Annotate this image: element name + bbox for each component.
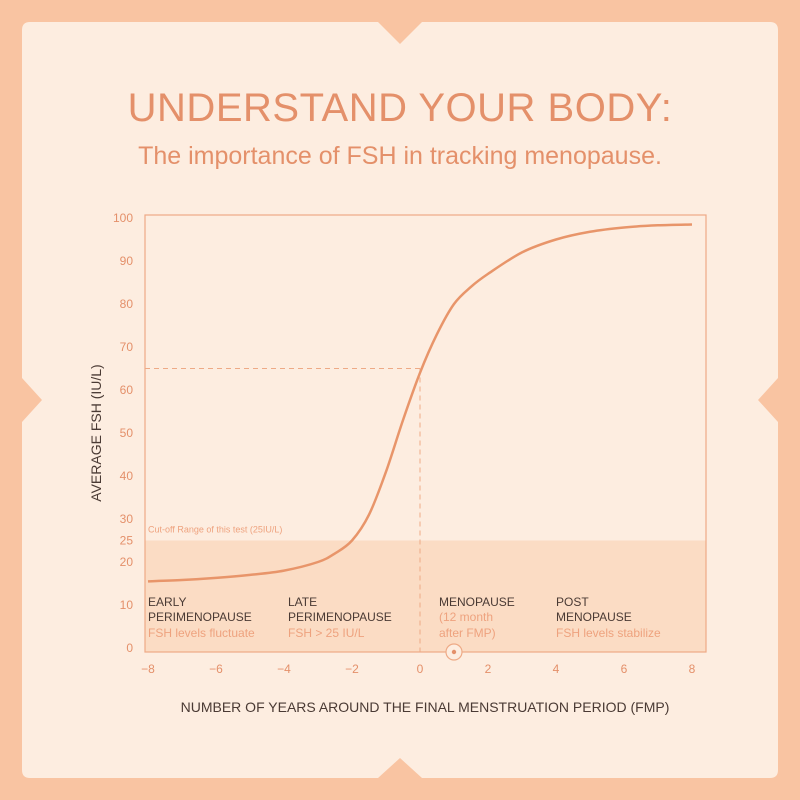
- phase-title: PERIMENOPAUSE: [148, 610, 252, 624]
- x-tick-label: 8: [689, 662, 696, 676]
- phase-title: MENOPAUSE: [556, 610, 632, 624]
- cutoff-band: [145, 540, 706, 652]
- x-axis-label: NUMBER OF YEARS AROUND THE FINAL MENSTRU…: [181, 699, 670, 715]
- cutoff-label: Cut-off Range of this test (25IU/L): [148, 525, 282, 535]
- phase-label: MENOPAUSE(12 month after FMP): [439, 595, 515, 640]
- phase-title: LATE: [288, 595, 317, 609]
- x-tick-label: −2: [345, 662, 359, 676]
- x-tick-label: 2: [485, 662, 492, 676]
- marker-dot: [451, 649, 457, 655]
- x-tick-label: −6: [209, 662, 223, 676]
- phase-description: after FMP): [439, 626, 496, 640]
- x-tick-label: 0: [417, 662, 424, 676]
- fsh-curve: [147, 223, 693, 583]
- phase-description: FSH levels stabilize: [556, 626, 661, 640]
- page-subtitle: The importance of FSH in tracking menopa…: [138, 142, 662, 170]
- phase-title: PERIMENOPAUSE: [288, 610, 392, 624]
- y-tick-label: 40: [120, 469, 134, 483]
- phase-description: (12 month: [439, 610, 493, 624]
- page-title: UNDERSTAND YOUR BODY:: [127, 86, 673, 130]
- y-tick-label: 25: [120, 534, 134, 548]
- x-tick-label: 4: [553, 662, 560, 676]
- y-tick-label: 30: [120, 512, 134, 526]
- y-tick-label: 50: [120, 426, 134, 440]
- y-tick-label: 70: [120, 340, 134, 354]
- phase-description: FSH levels fluctuate: [148, 626, 255, 640]
- y-tick-label: 90: [120, 254, 134, 268]
- y-tick-label: 80: [120, 297, 134, 311]
- plot-frame: [144, 214, 707, 653]
- phase-title: MENOPAUSE: [439, 595, 515, 609]
- y-axis-label: AVERAGE FSH (IU/L): [88, 364, 104, 501]
- y-tick-label: 100: [113, 211, 133, 225]
- menopause-marker: [445, 643, 463, 661]
- x-tick-label: 6: [621, 662, 628, 676]
- y-tick-label: 10: [120, 598, 134, 612]
- y-tick-label: 20: [120, 555, 134, 569]
- phase-description: FSH > 25 IU/L: [288, 626, 365, 640]
- x-tick-label: −8: [141, 662, 155, 676]
- phase-title: EARLY: [148, 595, 186, 609]
- reference-line-horizontal: [145, 368, 421, 374]
- y-tick-label: 0: [126, 641, 133, 655]
- phase-title: POST: [556, 595, 589, 609]
- y-tick-label: 60: [120, 383, 134, 397]
- x-tick-label: −4: [277, 662, 291, 676]
